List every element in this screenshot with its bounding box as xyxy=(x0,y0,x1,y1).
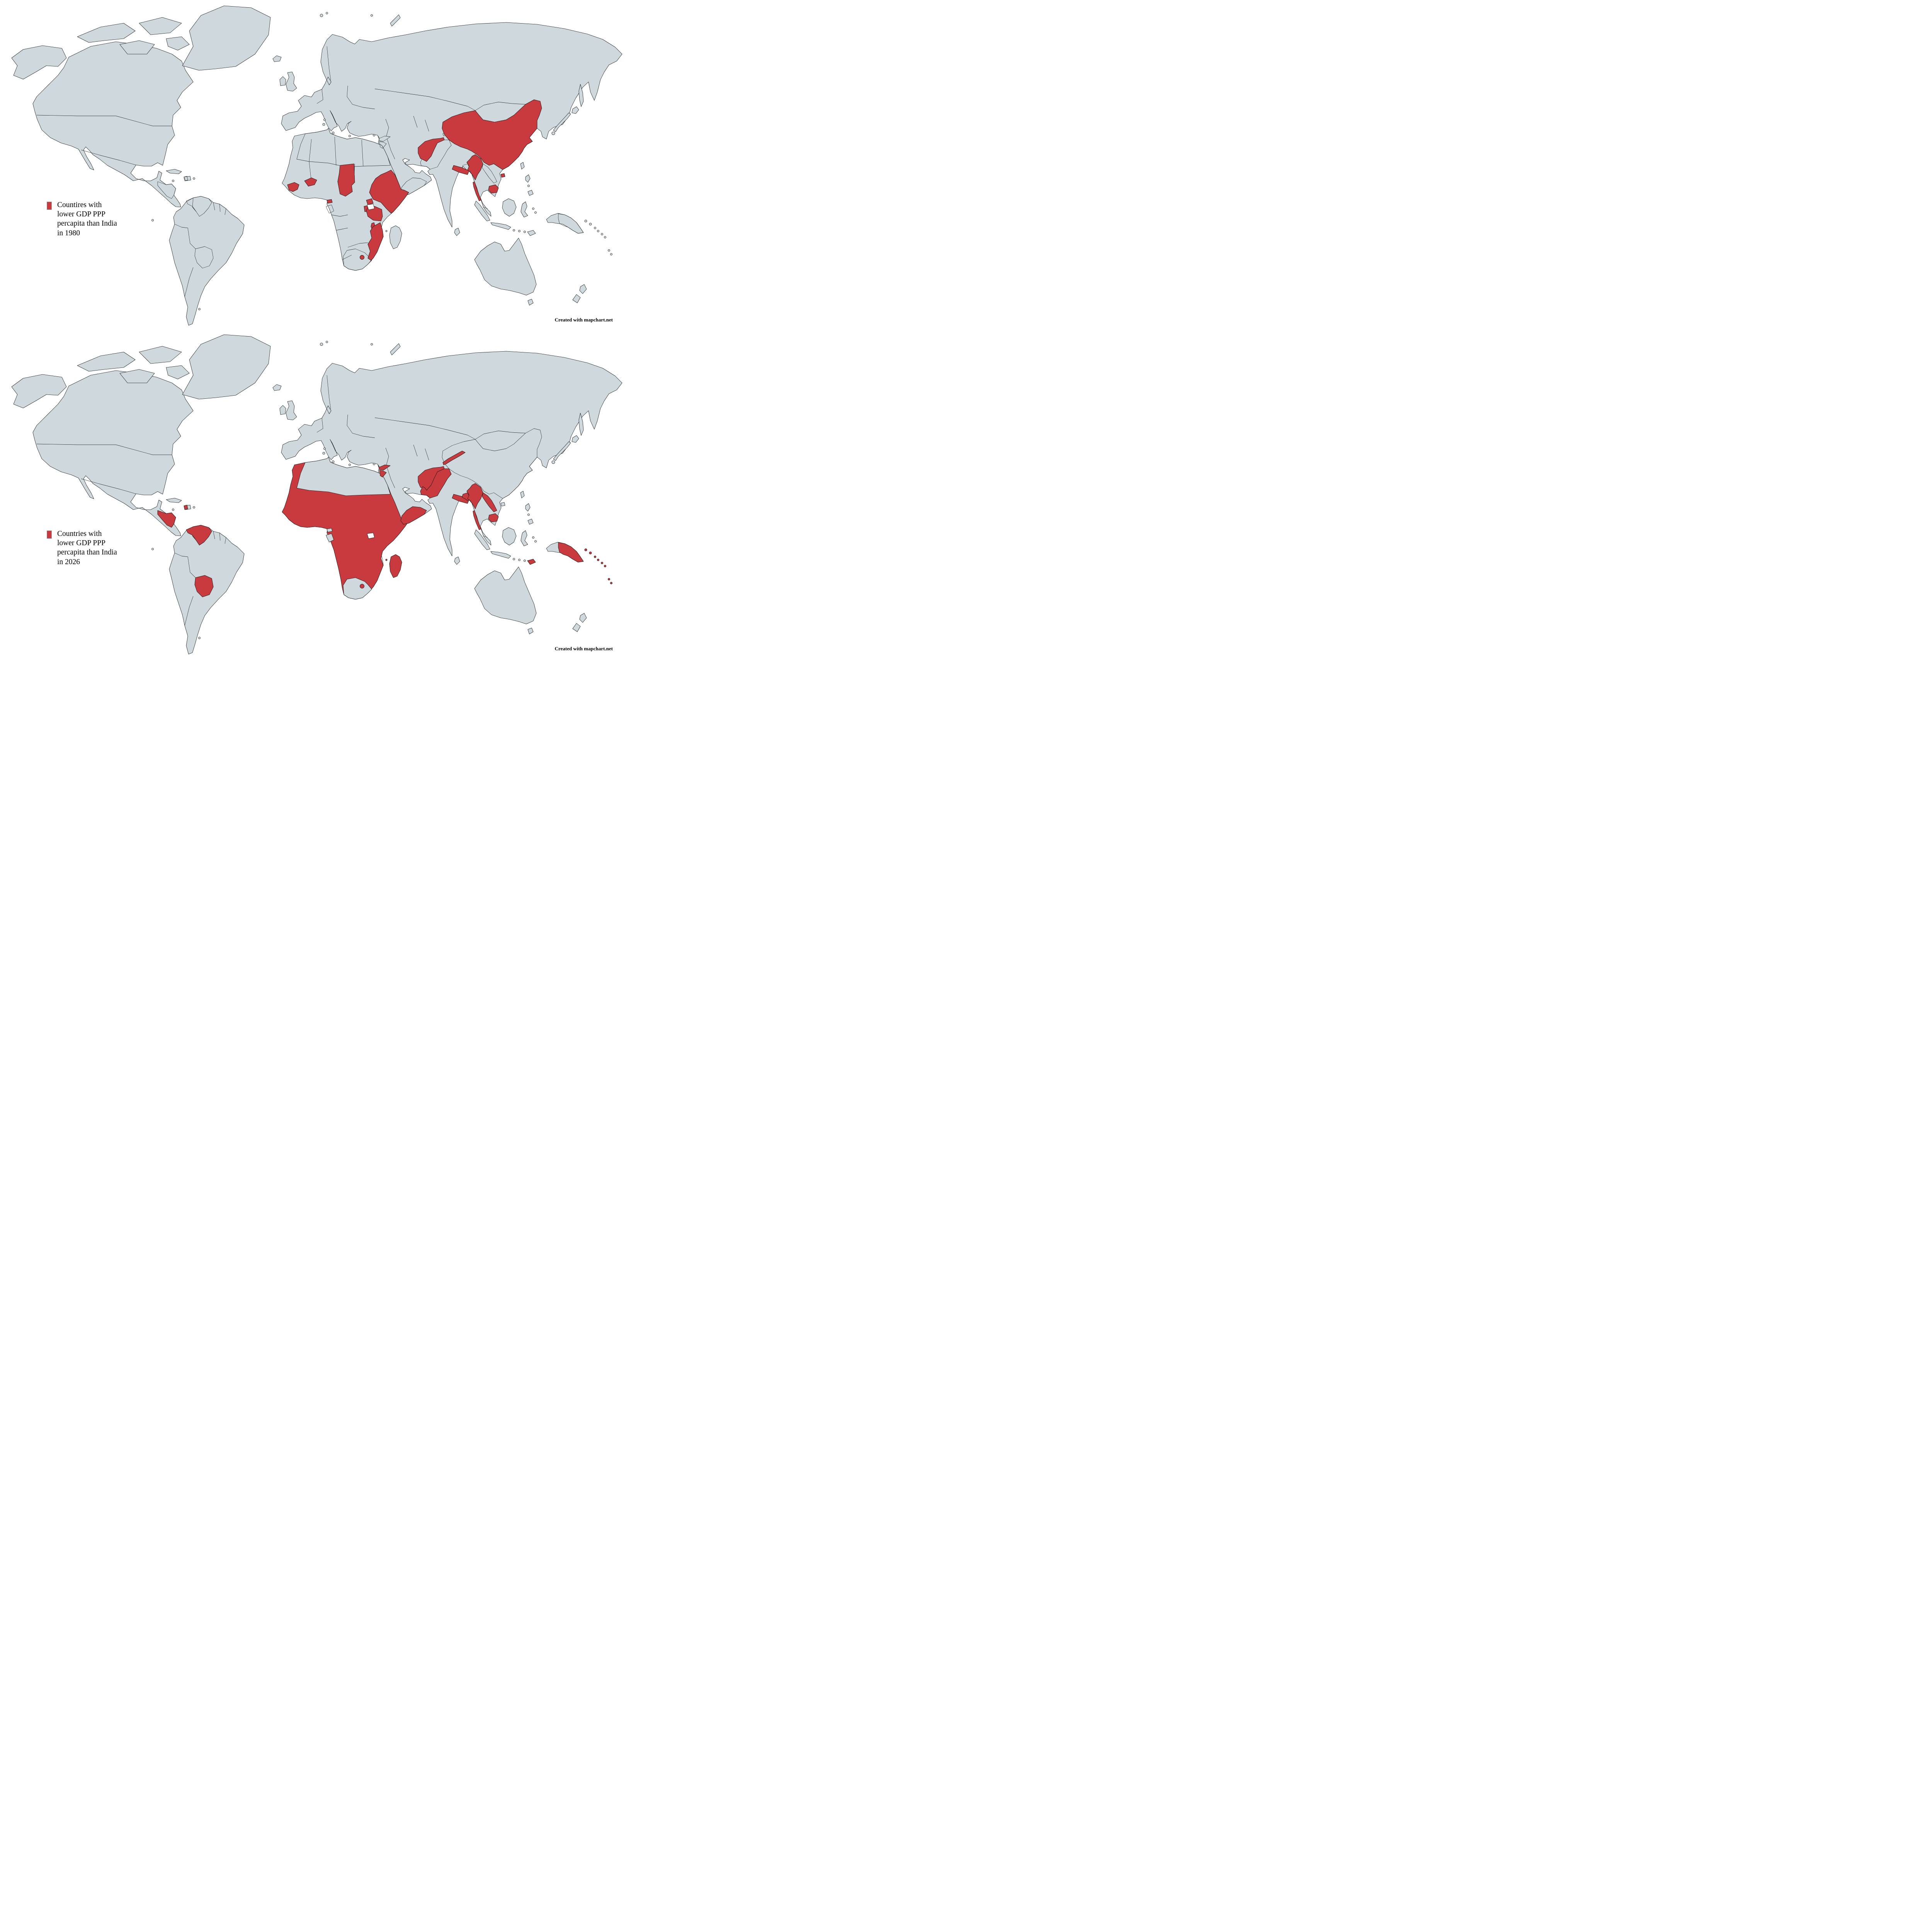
region-equatorial-guinea xyxy=(327,199,333,204)
highlighted-countries-2026 xyxy=(157,451,612,600)
attribution-text: Created with mapchart.net xyxy=(554,646,613,651)
legend-label: Countries with lower GDP PPP percapita t… xyxy=(57,530,117,566)
map-panel-2026: Countries with lower GDP PPP percapita t… xyxy=(0,329,624,658)
attribution-text: Created with mapchart.net xyxy=(554,317,613,323)
region-lesotho xyxy=(360,255,364,260)
region-haiti xyxy=(184,505,188,510)
region-solomon-vanuatu-islands xyxy=(385,548,612,584)
region-lesotho xyxy=(360,584,364,588)
legend-swatch-icon xyxy=(47,531,52,539)
region-madagascar xyxy=(389,554,402,578)
legend-swatch-icon xyxy=(47,202,52,210)
region-papua-new-guinea xyxy=(558,542,584,563)
region-chad xyxy=(337,163,355,197)
legend-1980: Countires with lower GDP PPP percapita t… xyxy=(47,201,117,238)
region-equatorial-guinea-unhighlighted xyxy=(327,528,333,532)
region-hainan xyxy=(500,173,505,178)
region-timor-leste xyxy=(527,559,536,565)
world-map-2026 xyxy=(0,329,624,658)
world-map-1980 xyxy=(0,0,624,329)
legend-2026: Countries with lower GDP PPP percapita t… xyxy=(47,529,117,567)
map-panel-1980: Countires with lower GDP PPP percapita t… xyxy=(0,0,624,329)
legend-label: Countires with lower GDP PPP percapita t… xyxy=(57,201,117,237)
